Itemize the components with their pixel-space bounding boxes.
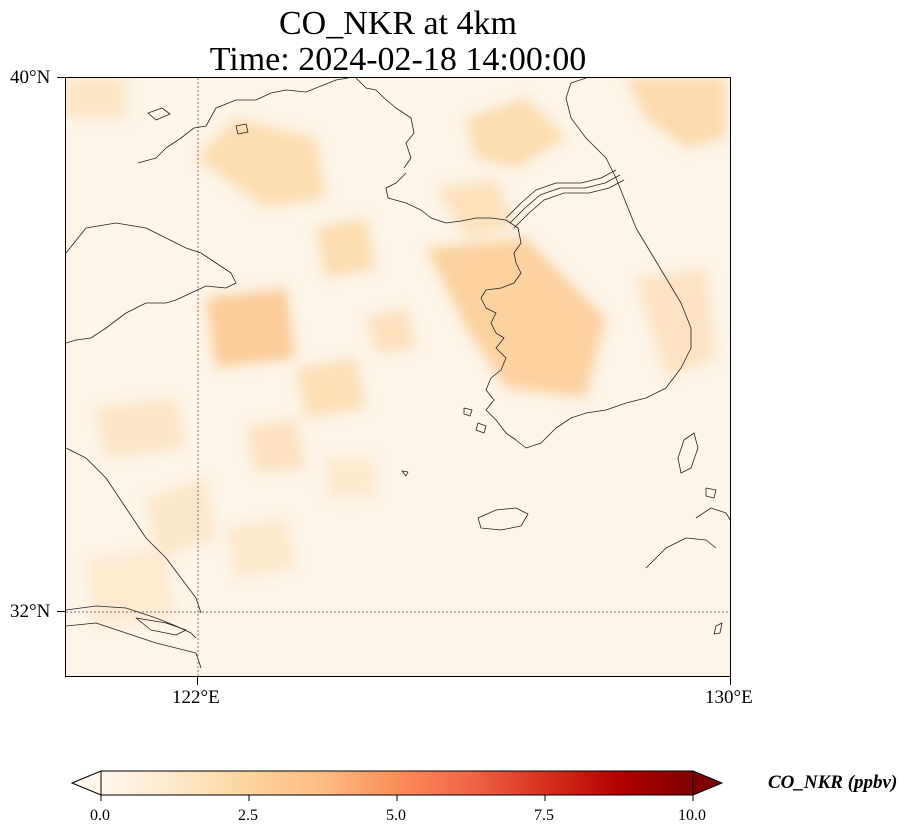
lon-tick-mark-130 (730, 677, 731, 685)
co-plume (196, 118, 326, 208)
coastline-shandong (66, 222, 237, 344)
co-plume (366, 308, 416, 353)
coastline-island (705, 487, 717, 499)
coastline-yangtze-south (66, 622, 202, 669)
concentration-field (66, 78, 726, 628)
map-panel[interactable] (65, 77, 731, 677)
co-plume (426, 238, 606, 398)
coastline-korea-bay (385, 78, 692, 449)
coastlines (66, 78, 730, 669)
lat-tick-mark-32 (57, 611, 65, 612)
coastline-island (475, 422, 487, 434)
co-plume (466, 98, 566, 168)
lat-tick-mark-40 (57, 77, 65, 78)
co-plume (86, 548, 176, 628)
gridlines (66, 78, 730, 676)
dmz-line (509, 174, 621, 224)
dmz-line (513, 179, 625, 229)
co-plume (226, 518, 296, 578)
co-plume (316, 218, 376, 278)
colorbar-tick-label: 2.5 (238, 807, 258, 824)
co-plume (296, 358, 366, 418)
chart-subtitle-time: Time: 2024-02-18 14:00:00 (209, 41, 587, 78)
lat-tick-label-40: 40°N (10, 67, 51, 88)
coastline-island (147, 107, 171, 121)
coastline-jeju (477, 507, 529, 531)
colorbar (70, 770, 724, 801)
colorbar-tick-label: 5.0 (386, 807, 406, 824)
lon-tick-label-122: 122°E (172, 687, 220, 708)
coastline-island (463, 407, 473, 417)
co-plume (326, 458, 376, 498)
colorbar-tick-label: 7.5 (534, 807, 554, 824)
coastline-island (135, 617, 187, 636)
lon-tick-mark-122 (197, 677, 198, 685)
coastline-liaodong-west (355, 78, 415, 169)
map-svg (66, 78, 730, 676)
coastline-bohai-north (137, 78, 349, 164)
co-plume (206, 288, 296, 368)
colorbar-extend-min (70, 770, 102, 796)
colorbar-gradient (101, 771, 693, 795)
colorbar-title: CO_NKR (ppbv) (768, 772, 898, 793)
co-plume (636, 268, 716, 378)
colorbar-tick-label: 0.0 (90, 807, 110, 824)
co-plume (96, 398, 186, 458)
coastline-island (713, 622, 723, 635)
colorbar-tick-label: 10.0 (678, 807, 706, 824)
colorbar-extend-max (692, 770, 724, 796)
coastline-tsushima (677, 432, 699, 474)
coastline-kyushu (695, 507, 730, 521)
coastline-kyushu (645, 537, 717, 569)
lat-tick-label-32: 32°N (10, 601, 51, 622)
coastline-yangtze-north (66, 605, 197, 639)
dmz-line (505, 169, 617, 219)
coastline-jiangsu (66, 447, 202, 614)
co-plume (146, 478, 216, 558)
coastline-island (235, 123, 249, 135)
lon-tick-label-130: 130°E (705, 687, 753, 708)
coastline-island (401, 470, 409, 477)
co-plume (436, 178, 516, 238)
co-plume (246, 418, 306, 473)
chart-title: CO_NKR at 4km (279, 5, 517, 42)
co-plume (66, 78, 126, 118)
co-plume (626, 78, 726, 148)
